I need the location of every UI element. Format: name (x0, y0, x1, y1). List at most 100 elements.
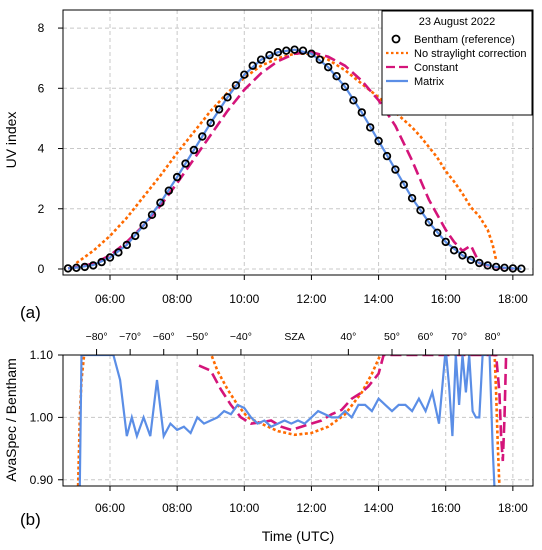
series-b-no-straylight-correction (76, 355, 501, 486)
bentham-point (206, 118, 215, 128)
bentham-point (466, 255, 476, 265)
x-tick-label-a: 14:00 (364, 292, 394, 306)
legend-title: 23 August 2022 (419, 16, 495, 28)
bentham-point (449, 246, 459, 255)
series-a-no-straylight-correction (75, 52, 498, 265)
bentham-point (458, 251, 467, 260)
bentham-point (391, 165, 400, 174)
legend-box (381, 10, 533, 116)
bentham-point (282, 46, 291, 55)
bentham-point (231, 81, 241, 90)
yticks-a: 0 2 4 6 8 (38, 21, 63, 276)
bentham-point (256, 55, 266, 64)
bentham-point (357, 108, 366, 117)
sza-tick-label: 40° (340, 331, 356, 343)
x-tick-label-b: 16:00 (431, 501, 461, 515)
panel-label-a: (a) (20, 303, 41, 322)
x-tick-label-a: 18:00 (498, 292, 528, 306)
bentham-point (517, 264, 526, 273)
bentham-point (315, 55, 324, 64)
series-b (76, 355, 508, 486)
sza-axis-title: SZA (284, 331, 304, 343)
bentham-point (349, 96, 358, 105)
bentham-point (63, 264, 73, 273)
bentham-point (198, 132, 207, 141)
legend-label-bentham: Bentham (reference) (414, 34, 515, 46)
bentham-point (273, 48, 283, 57)
x-tick-label-b: 10:00 (229, 501, 259, 515)
bentham-point (223, 93, 232, 102)
x-tick-label-a: 12:00 (296, 292, 326, 306)
x-tick-label-b: 08:00 (162, 501, 192, 515)
y-tick-label-a: 2 (38, 202, 45, 216)
x-tick-label-b: 06:00 (95, 501, 125, 515)
x-tick-label-a: 08:00 (162, 292, 192, 306)
bentham-point (407, 193, 417, 203)
bentham-point (156, 198, 165, 207)
series-b-matrix (78, 355, 496, 486)
panel-b: 0.90 1.00 1.10 −80° −70° −60° −50° −40° 40° 50° 6… (3, 331, 534, 544)
bentham-point (307, 49, 316, 58)
x-tick-label-b: 18:00 (498, 501, 528, 515)
bentham-point (399, 180, 408, 189)
bentham-point (181, 159, 190, 168)
bentham-point (483, 261, 492, 270)
y-tick-label-b: 1.00 (30, 410, 54, 424)
y-tick-label-a: 4 (38, 142, 45, 156)
bentham-point (491, 262, 501, 272)
bentham-point (424, 218, 434, 227)
sza-tick-label: −70° (119, 331, 141, 343)
sza-tick-label: −80° (86, 331, 108, 343)
y-tick-label-b: 0.90 (30, 473, 54, 487)
sza-axis: −80° −70° −60° −50° −40° 40° 50° 60° 70° 80° SZA (86, 331, 501, 355)
bentham-point (189, 145, 199, 155)
bentham-point (324, 62, 333, 72)
sza-tick-label: −40° (230, 331, 252, 343)
plot-frame-b (62, 354, 534, 487)
yticks-b: 0.90 1.00 1.10 (30, 348, 63, 487)
bentham-point (240, 70, 249, 79)
bentham-point (290, 45, 299, 54)
x-tick-label-b: 14:00 (364, 501, 394, 515)
bentham-point (374, 136, 383, 146)
sza-tick-label: −50° (186, 331, 208, 343)
y-tick-label-b: 1.10 (30, 348, 54, 362)
bentham-point (105, 253, 115, 262)
bentham-point (72, 263, 81, 272)
legend: 23 August 2022 Bentham (reference) No st… (381, 10, 533, 116)
legend-label-matrix: Matrix (414, 76, 444, 88)
bentham-point (500, 263, 509, 272)
sza-tick-label: 60° (418, 331, 434, 343)
bentham-point (475, 258, 484, 268)
sza-tick-label: −60° (153, 331, 175, 343)
bentham-point (147, 210, 157, 219)
bentham-point (298, 46, 308, 55)
y-tick-label-a: 0 (38, 262, 45, 276)
bentham-point (433, 228, 442, 237)
bentham-point (164, 186, 173, 195)
sza-tick-label: 70° (451, 331, 467, 343)
sza-tick-label: 80° (485, 331, 501, 343)
x-tick-label-a: 06:00 (95, 292, 125, 306)
bentham-point (172, 172, 182, 182)
sza-tick-label: 50° (384, 331, 400, 343)
panel-a: 0 2 4 6 8 UV index (a) 23 August 2022 Bentha… (3, 9, 534, 322)
bentham-point (508, 264, 518, 273)
bentham-point (265, 51, 274, 60)
y-tick-label-a: 8 (38, 21, 45, 35)
bentham-point (214, 105, 224, 114)
bentham-point (332, 71, 341, 81)
ylabel-b: AvaSpec / Bentham (3, 358, 19, 481)
y-tick-label-a: 6 (38, 81, 45, 95)
panel-label-b: (b) (20, 510, 41, 529)
legend-label-constant: Constant (414, 62, 458, 74)
time-axis: 06:00 06:00 08:00 08:00 10:00 10:00 12:00 12:00… (95, 275, 528, 515)
legend-label-no-straylight: No straylight correction (414, 48, 527, 60)
series-a (63, 45, 526, 273)
bentham-point (80, 262, 89, 272)
bentham-point (114, 248, 123, 257)
bentham-point (382, 151, 392, 161)
bentham-point (416, 206, 425, 215)
bentham-point (130, 231, 140, 241)
